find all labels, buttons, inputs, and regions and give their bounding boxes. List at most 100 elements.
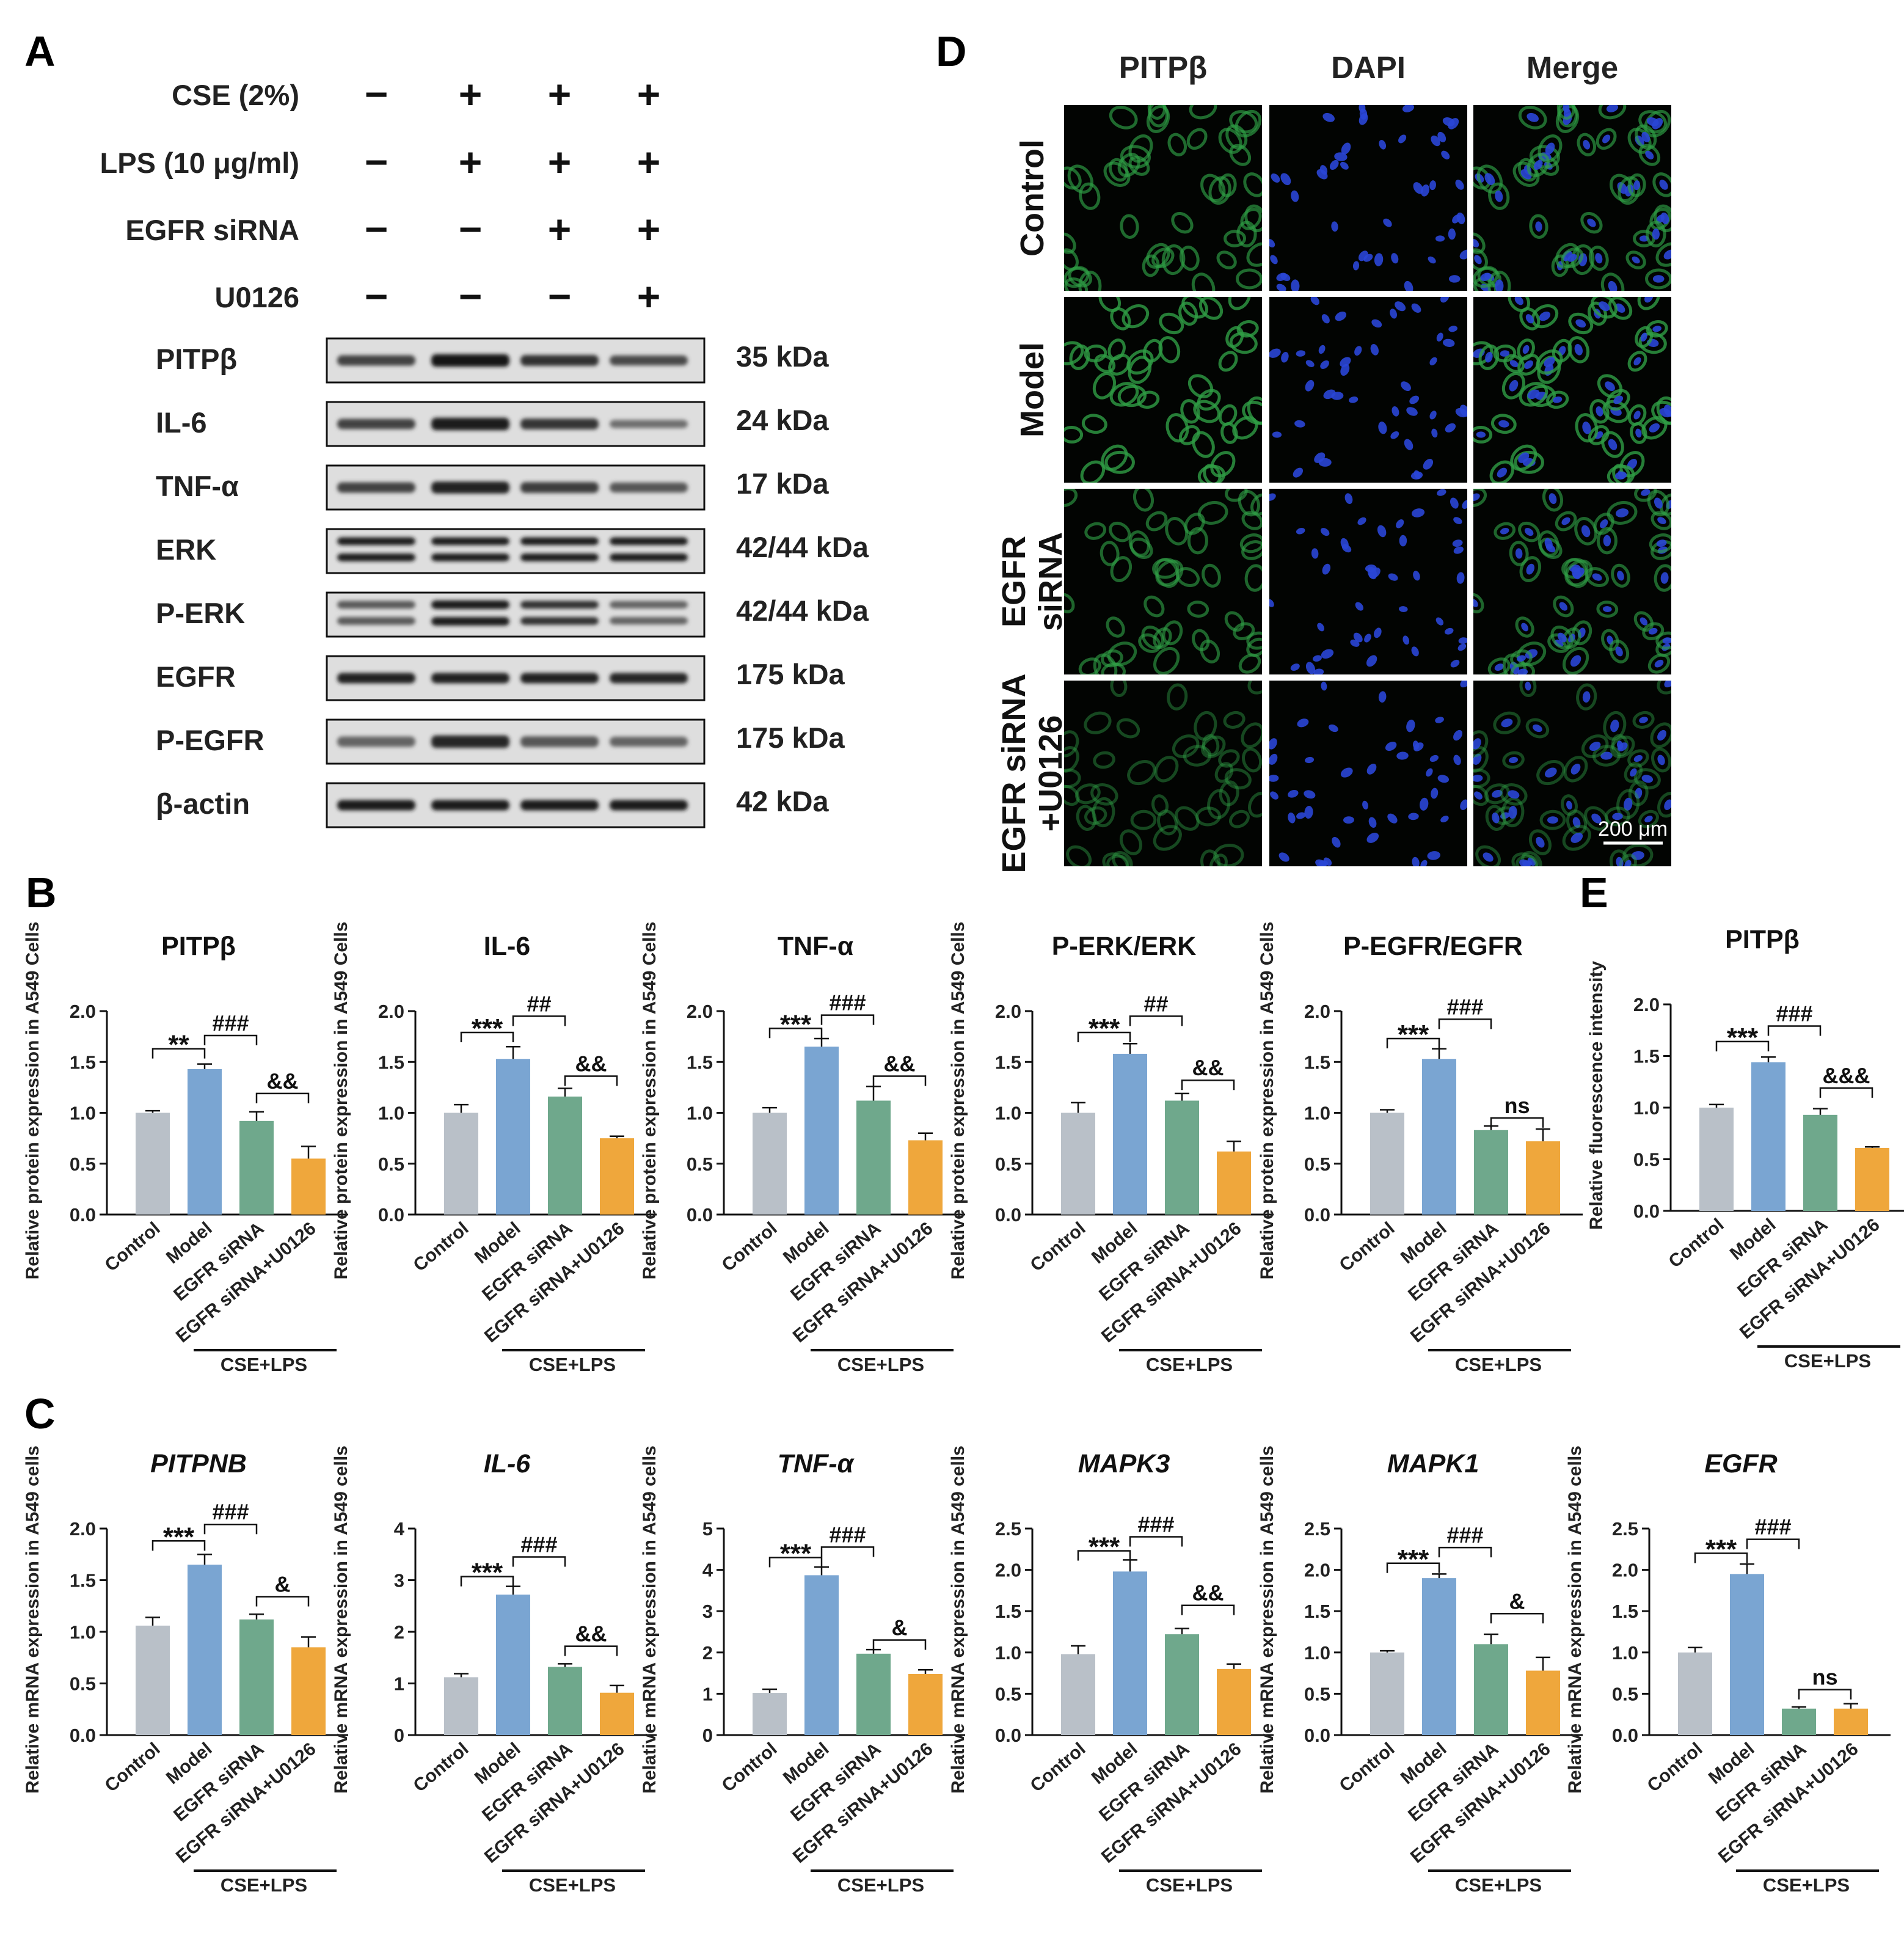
blot-protein-label: EGFR: [156, 660, 236, 693]
y-tick-label: 0.0: [687, 1204, 713, 1226]
significance-label: ###: [212, 1499, 249, 1524]
if-nucleus: [1437, 489, 1446, 496]
if-cell: [1519, 681, 1537, 698]
if-cell: [1158, 336, 1181, 364]
chart-e-5: PITPβ Relative fluorescence intensity 0.0 0…: [1586, 925, 1904, 1372]
blot-band: [520, 482, 599, 493]
if-nucleus: [1340, 538, 1349, 549]
if-cell: [1064, 593, 1075, 613]
if-cell: [1130, 809, 1157, 830]
if-nucleus: [1408, 813, 1419, 820]
if-cell: [1181, 297, 1208, 319]
if-cell: [1642, 622, 1665, 641]
if-nucleus: [1453, 546, 1464, 554]
if-nucleus: [1291, 190, 1299, 202]
bar: [291, 1158, 326, 1215]
if-cell: [1651, 400, 1671, 425]
if-cell: [1475, 845, 1501, 866]
blot-band: [337, 601, 415, 609]
if-nucleus: [1644, 297, 1654, 303]
chart-title: TNF-α: [778, 1449, 855, 1478]
significance-label: ###: [520, 1532, 557, 1557]
if-cell: [1510, 444, 1537, 471]
blot-protein-label: ERK: [156, 533, 216, 566]
if-cell: [1186, 128, 1208, 150]
y-tick-label: 0.5: [687, 1153, 713, 1175]
blot-band: [431, 600, 509, 609]
if-nucleus: [1448, 228, 1456, 240]
if-nucleus: [1497, 467, 1508, 478]
if-nucleus: [1632, 256, 1640, 264]
treatment-sign: +: [459, 71, 483, 117]
bar: [1061, 1113, 1095, 1215]
if-nucleus: [1296, 812, 1306, 819]
panel-letter-d: D: [936, 27, 967, 75]
if-nucleus: [1413, 742, 1424, 751]
if-cell: [1635, 326, 1654, 348]
if-nucleus: [1566, 800, 1573, 810]
if-nucleus: [1660, 572, 1669, 584]
blot-protein-label: P-ERK: [156, 597, 245, 629]
if-cell: [1229, 110, 1258, 134]
treatment-sign: −: [365, 139, 388, 185]
if-nucleus: [1452, 539, 1463, 547]
if-image-bg: [1269, 489, 1467, 674]
if-cell: [1564, 558, 1589, 588]
if-image: [1473, 681, 1671, 866]
if-nucleus: [1615, 508, 1629, 517]
if-cell: [1119, 829, 1142, 855]
if-nucleus: [1527, 389, 1540, 400]
if-cell: [1650, 511, 1671, 530]
blot-band: [431, 673, 509, 684]
if-cell: [1218, 749, 1240, 768]
bar: [1474, 1130, 1508, 1215]
chart-title: MAPK3: [1078, 1449, 1170, 1478]
if-image: [1064, 681, 1262, 866]
if-cell: [1151, 794, 1169, 816]
blot-band: [610, 537, 688, 546]
chart-title: PITPβ: [1725, 925, 1800, 954]
if-nucleus: [1323, 389, 1336, 400]
bar: [1855, 1147, 1889, 1211]
y-tick-label: 1.0: [378, 1103, 404, 1124]
y-tick-label: 1.5: [378, 1051, 404, 1073]
if-nucleus: [1335, 311, 1347, 321]
if-cell: [1103, 161, 1131, 187]
if-nucleus: [1654, 497, 1663, 509]
if-nucleus: [1617, 571, 1624, 581]
if-image: [1473, 297, 1671, 483]
if-cell: [1153, 646, 1180, 674]
if-cell: [1084, 344, 1107, 363]
if-cell: [1078, 657, 1101, 674]
if-nucleus: [1571, 566, 1581, 580]
significance-label: ***: [1727, 1023, 1759, 1053]
y-tick-label: 0.5: [995, 1683, 1021, 1705]
if-nucleus: [1473, 599, 1478, 607]
if-nucleus: [1633, 180, 1640, 191]
treatment-label: EGFR siRNA: [125, 214, 299, 246]
if-cell: [1064, 489, 1078, 508]
blot-band: [610, 482, 688, 493]
if-nucleus: [1596, 406, 1603, 417]
y-tick-label: 0: [702, 1725, 713, 1746]
if-row-label-line: Control: [1014, 139, 1051, 257]
if-row-label-line: EGFR: [996, 536, 1032, 627]
if-cell: [1154, 756, 1179, 783]
if-cell: [1521, 850, 1542, 866]
if-cell: [1233, 622, 1255, 641]
if-cell: [1244, 564, 1262, 592]
y-tick-label: 1.0: [1304, 1642, 1330, 1664]
if-nucleus: [1270, 791, 1278, 800]
y-tick-label: 2.0: [378, 1001, 404, 1022]
if-cell: [1120, 145, 1151, 169]
significance-bracket: [512, 1015, 566, 1026]
y-tick-label: 1.5: [70, 1570, 96, 1591]
treatment-sign: +: [637, 139, 661, 185]
if-nucleus: [1445, 423, 1456, 433]
if-cell: [1191, 272, 1216, 291]
bar: [1113, 1571, 1147, 1735]
significance-label: ###: [212, 1010, 249, 1036]
bar: [444, 1677, 478, 1735]
if-nucleus: [1413, 182, 1423, 194]
bar: [239, 1619, 274, 1735]
